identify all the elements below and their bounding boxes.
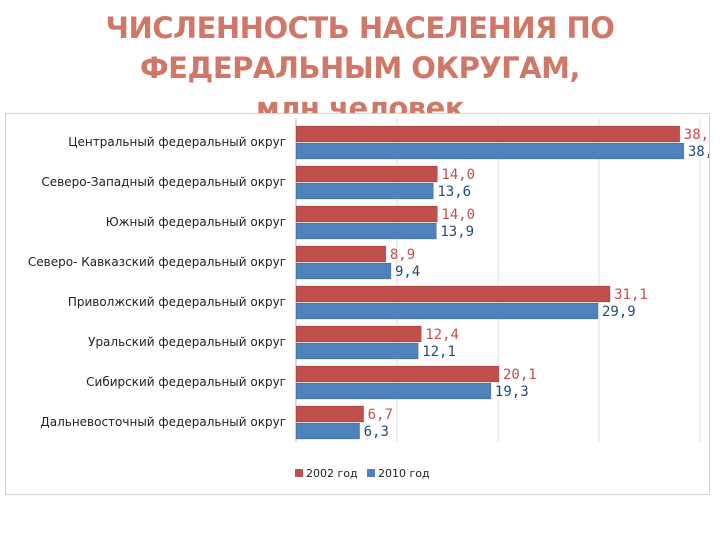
category-label: Южный федеральный округ [106,215,286,229]
bar-chart: Центральный федеральный округ Северо-Запа… [28,118,709,480]
category-label: Приволжский федеральный округ [68,295,286,309]
data-label: 14,0 [441,167,475,183]
legend-swatch-2002 [295,469,303,477]
bar-2010 [295,382,492,400]
bar-2002 [295,165,438,183]
chart-area: Центральный федеральный округ Северо-Запа… [5,113,710,495]
data-label: 8,9 [390,247,415,263]
data-label: 29,9 [602,304,636,320]
data-label: 13,6 [437,184,471,200]
bar-2002 [295,285,611,303]
data-label: 6,7 [368,407,393,423]
bar-2010 [295,182,434,200]
bar-2010 [295,222,437,240]
data-label: 9,4 [395,264,420,280]
slide-title: ЧИСЛЕННОСТЬ НАСЕЛЕНИЯ ПО ФЕДЕРАЛЬНЫМ ОКР… [0,8,720,128]
bar-2010 [295,142,685,160]
data-label: 38,0 [684,127,709,143]
legend-label: 2002 год [306,467,358,480]
data-label: 19,3 [495,384,529,400]
bars [295,125,685,440]
bar-2002 [295,125,681,143]
category-label: Центральный федеральный округ [68,135,286,149]
legend-swatch-2010 [367,469,375,477]
bar-2002 [295,365,500,383]
legend: 2002 год 2010 год [295,467,430,480]
category-label: Северо-Западный федеральный округ [41,175,286,189]
data-label: 20,1 [503,367,537,383]
bar-2010 [295,342,419,360]
legend-label: 2010 год [378,467,430,480]
data-label: 14,0 [441,207,475,223]
category-label: Северо- Кавказский федеральный округ [28,255,286,269]
bar-2002 [295,325,422,343]
bar-2002 [295,245,387,263]
category-label: Дальневосточный федеральный округ [40,415,286,429]
category-label: Уральский федеральный округ [88,335,286,349]
value-labels: 38,038,414,013,614,013,98,99,431,129,912… [364,127,709,440]
bar-2010 [295,422,360,440]
data-label: 31,1 [614,287,648,303]
title-line-2: ФЕДЕРАЛЬНЫМ ОКРУГАМ, [139,51,581,85]
data-label: 6,3 [364,424,389,440]
category-labels: Центральный федеральный округ Северо-Запа… [28,135,286,429]
bar-2002 [295,205,438,223]
data-label: 38,4 [688,144,709,160]
data-label: 12,1 [422,344,456,360]
bar-2010 [295,302,599,320]
title-line-1: ЧИСЛЕННОСТЬ НАСЕЛЕНИЯ ПО [105,11,615,45]
category-label: Сибирский федеральный округ [86,375,286,389]
data-label: 12,4 [425,327,459,343]
data-label: 13,9 [440,224,474,240]
bar-2010 [295,262,392,280]
bar-2002 [295,405,364,423]
